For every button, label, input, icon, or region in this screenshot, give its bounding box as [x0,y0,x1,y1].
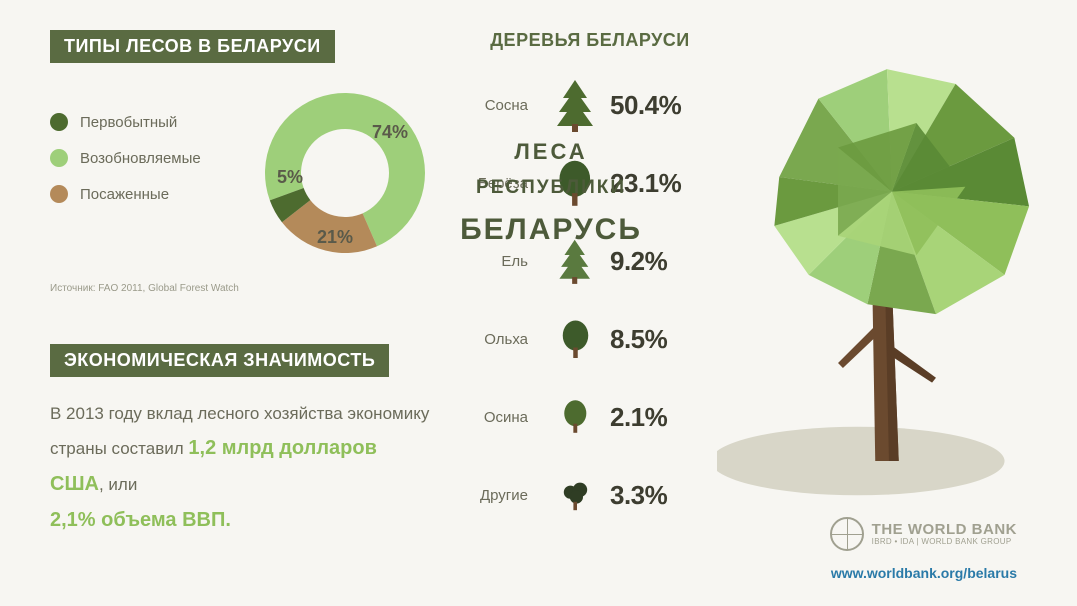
tree-label: Ель [460,253,540,270]
globe-icon [830,517,864,551]
tree-row: Осина 2.1% [460,388,720,446]
world-bank-logo: THE WORLD BANK IBRD • IDA | WORLD BANK G… [830,517,1017,551]
org-sub: IBRD • IDA | WORLD BANK GROUP [872,538,1017,546]
main-title-line2: РЕСПУБЛИКИ [110,174,992,203]
economy-header: ЭКОНОМИЧЕСКАЯ ЗНАЧИМОСТЬ [50,344,389,377]
tree-label: Ольха [460,331,540,348]
econ-highlight-2: 2,1% объема ВВП. [50,509,231,531]
tree-percentage: 2.1% [610,402,667,433]
econ-line1: В 2013 году вклад лесного хозяйства экон… [50,404,429,423]
source-note: Источник: FAO 2011, Global Forest Watch [50,283,430,294]
tree-row: Сосна 50.4% [460,76,720,134]
org-name: THE WORLD BANK [872,522,1017,538]
econ-line2a: страны составил [50,439,188,458]
footer-url[interactable]: www.worldbank.org/belarus [831,565,1017,581]
tree-percentage: 3.3% [610,480,667,511]
tree-icon [540,399,610,434]
tree-percentage: 8.5% [610,324,667,355]
legend-row: Первобытный [50,113,201,131]
tree-label: Сосна [460,97,540,114]
tree-label: Осина [460,409,540,426]
forest-types-header: ТИПЫ ЛЕСОВ В БЕЛАРУСИ [50,30,335,63]
tree-label: Другие [460,487,540,504]
tree-icon [540,479,610,511]
econ-line2c: , или [99,475,137,494]
main-title: ЛЕСА РЕСПУБЛИКИ БЕЛАРУСЬ [110,135,992,252]
legend-dot [50,113,68,131]
legend-label: Первобытный [80,114,177,131]
economy-text: В 2013 году вклад лесного хозяйства экон… [50,399,430,538]
main-title-line1: ЛЕСА [110,135,992,168]
tree-row: Другие 3.3% [460,466,720,524]
main-tree-graphic [717,30,1057,510]
tree-icon [540,78,610,132]
trees-header: ДЕРЕВЬЯ БЕЛАРУСИ [460,30,720,51]
tree-percentage: 50.4% [610,90,681,121]
main-title-line3: БЕЛАРУСЬ [110,207,992,252]
legend-dot [50,185,68,203]
tree-icon [540,319,610,360]
legend-dot [50,149,68,167]
tree-row: Ольха 8.5% [460,310,720,368]
